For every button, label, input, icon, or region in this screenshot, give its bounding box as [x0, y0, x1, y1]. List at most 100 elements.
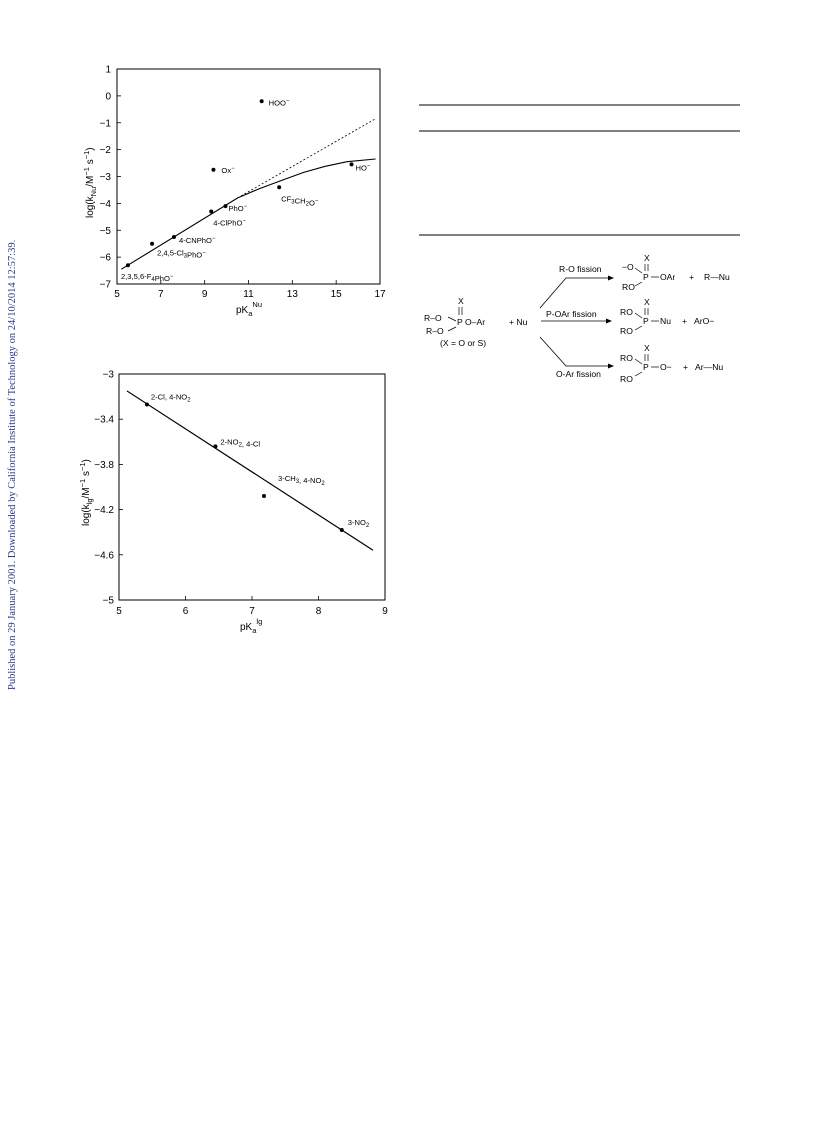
chart2-x-tick-label: 8: [316, 606, 322, 617]
p1-left-bottom: RO: [622, 282, 635, 292]
reactant-ro-top: R–O: [424, 313, 442, 323]
product-oar-fission: X RO P O− RO + Ar—Nu: [620, 343, 723, 384]
chart1-y-tick-label: 1: [105, 65, 111, 76]
download-notice-text: Published on 29 January 2001. Downloaded…: [7, 240, 18, 690]
chart1-point-label: 4-ClPhO−: [213, 218, 246, 227]
p3-left-bottom: RO: [620, 374, 633, 384]
chart1-x-axis-label: pKaNu: [236, 300, 262, 318]
chart1-y-axis-label: log(kNu/M−1 s−1): [82, 147, 98, 218]
chart1-point-label: 2,4,5-Cl3PhO−: [157, 249, 206, 260]
reactant-ro-bottom: R–O: [426, 326, 444, 336]
chart2-y-tick-label: −3: [103, 370, 115, 381]
chart1-points: [125, 99, 354, 268]
p2-bond-bottom: [634, 325, 643, 331]
chart2-x-tick-label: 7: [249, 606, 255, 617]
chart1-point-label: CF3CH2O−: [281, 194, 319, 207]
label-poar-fission: P-OAr fission: [546, 309, 597, 319]
arrow-oar-fission: [539, 336, 608, 367]
chart1-data-point: [223, 204, 228, 209]
reactant-bond-bottom: [447, 326, 457, 332]
chart1-y-ticks: 1 0 −1 −2 −3 −4 −5 −6 −7: [100, 65, 121, 291]
chart1-y-tick-label: −7: [100, 280, 112, 291]
chart1-x-tick-label: 9: [202, 289, 208, 300]
download-notice: Published on 29 January 2001. Downloaded…: [7, 240, 18, 690]
arrow-poar-fission-head: [606, 318, 612, 324]
p1-plus: +: [689, 272, 694, 282]
chart1-y-tick-label: −2: [100, 145, 112, 156]
chart1-data-point: [171, 234, 176, 239]
p2-extra: ArO−: [694, 316, 714, 326]
scheme-arrows: R-O fission P-OAr fission O-Ar fission: [539, 264, 614, 379]
p2-p: P: [643, 316, 649, 326]
chart1-data-point: [125, 263, 130, 268]
p2-right: Nu: [660, 316, 671, 326]
p2-left-bottom: RO: [620, 326, 633, 336]
chart1-dotted-fit-line: [237, 118, 376, 199]
reactant-plus-nu: + Nu: [509, 317, 528, 327]
chart2-data-point: [213, 444, 218, 449]
p3-x: X: [644, 343, 650, 353]
chart1-x-ticks: 5 7 9 11 13 15 17: [114, 280, 386, 300]
product-ro-fission: X −O P OAr RO + R—Nu: [622, 253, 730, 292]
chart1-data-point: [211, 167, 216, 172]
p1-bond-bottom: [634, 281, 643, 287]
chart2-points: [144, 402, 344, 532]
chart2-data-point: [261, 494, 266, 499]
chart2-x-axis-label: pKalg: [240, 617, 262, 635]
chart1-point-label: HO−: [356, 163, 371, 172]
chart2-x-tick-label: 6: [183, 606, 189, 617]
p1-x: X: [644, 253, 650, 263]
chart1-point-label: Ox−: [221, 166, 235, 175]
chart2-point-label: 3-CH3, 4-NO2: [278, 474, 325, 487]
p3-right: O−: [660, 362, 672, 372]
p2-plus: +: [682, 316, 687, 326]
p3-plus: +: [683, 362, 688, 372]
chart2-fit-line: [126, 390, 374, 551]
chart1-y-tick-label: −3: [100, 172, 112, 183]
chart2-data-point: [339, 527, 344, 532]
chart1-data-point: [277, 185, 282, 190]
p1-bond-top: [634, 267, 643, 274]
chart1-y-tick-label: −5: [100, 226, 112, 237]
p3-left-top: RO: [620, 353, 633, 363]
chart1-x-tick-label: 15: [331, 289, 343, 300]
chart2-data-point: [144, 402, 149, 407]
reaction-scheme: X R–O P O–Ar R–O + Nu (X = O or S) R-O f…: [424, 253, 730, 384]
chart2-y-tick-label: −3.8: [94, 460, 114, 471]
reactant-p: P: [457, 317, 463, 327]
chart2-y-axis-label: log(klg/M−1 s−1): [78, 459, 94, 526]
chart1-x-tick-label: 7: [158, 289, 164, 300]
chart1-y-tick-label: −6: [100, 253, 112, 264]
chart2-x-tick-label: 5: [116, 606, 122, 617]
chart1-x-tick-label: 5: [114, 289, 120, 300]
product-poar-fission: X RO P Nu RO + ArO−: [620, 297, 714, 336]
chart1-point-label: 2,3,5,6-F4PhO−: [121, 272, 174, 283]
chart2-y-tick-label: −4.6: [94, 550, 114, 561]
chart2-x-ticks: 5 6 7 8 9: [116, 596, 388, 617]
reactant-structure: X R–O P O–Ar R–O + Nu (X = O or S): [424, 296, 528, 348]
chart1-y-tick-label: 0: [105, 91, 111, 102]
chart1-y-tick-label: −1: [100, 118, 112, 129]
p3-extra: Ar—Nu: [695, 362, 723, 372]
chart1-solid-fit-line: [121, 158, 376, 270]
chart1-x-tick-label: 11: [243, 289, 254, 300]
arrow-ro-fission-head: [608, 275, 614, 281]
arrow-oar-fission-head: [608, 363, 614, 369]
p1-right: OAr: [660, 272, 675, 282]
chart2-y-ticks: −3 −3.4 −3.8 −4.2 −4.6 −5: [94, 370, 123, 607]
chart1-x-tick-label: 13: [287, 289, 299, 300]
chart2-y-tick-label: −5: [103, 596, 115, 607]
chart1-x-tick-label: 17: [374, 289, 386, 300]
p3-p: P: [643, 362, 649, 372]
chart2-point-label: 3-NO2: [348, 518, 370, 529]
p2-x: X: [644, 297, 650, 307]
chart2-x-tick-label: 9: [382, 606, 388, 617]
chart1-data-point: [150, 241, 155, 246]
p1-extra: R—Nu: [704, 272, 730, 282]
p3-bond-bottom: [634, 371, 643, 377]
p3-bond-top: [634, 358, 643, 365]
label-oar-fission: O-Ar fission: [556, 369, 601, 379]
reactant-oar: O–Ar: [465, 317, 485, 327]
chart2-y-tick-label: −3.4: [94, 415, 114, 426]
